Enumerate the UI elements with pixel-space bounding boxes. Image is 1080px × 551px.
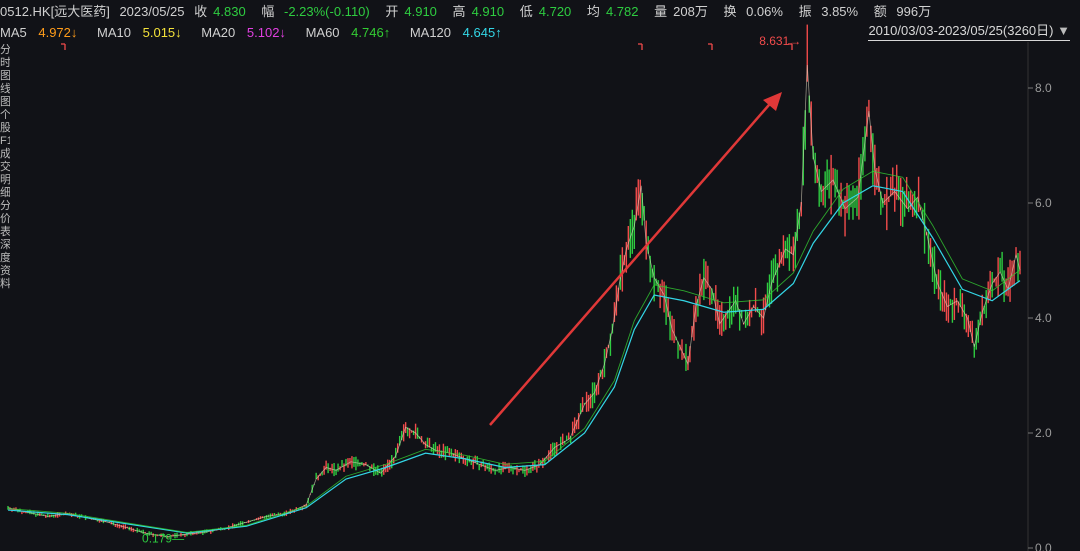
y-tick-label: 6.0	[1035, 196, 1052, 210]
avg-value: 4.782	[605, 4, 639, 19]
quote-date: 2023/05/25	[119, 4, 185, 19]
amplitude-value: 3.85%	[821, 4, 859, 19]
close-value: 4.830	[213, 4, 246, 19]
side-tabs-text: 分时图|K线图|个股F10|成交明细|分价表|深度资料	[0, 44, 10, 290]
ma60-legend: MA60 4.746↑	[305, 25, 391, 40]
ma20-legend: MA20 5.102↓	[201, 25, 286, 40]
turnover-value: 0.06%	[746, 4, 783, 19]
event-flag-icon	[708, 43, 713, 50]
volume-label: 量	[654, 4, 668, 19]
chevron-down-icon: ▼	[1057, 23, 1070, 38]
event-flag-icon	[638, 43, 643, 50]
amplitude-label: 振	[798, 4, 812, 19]
side-tabs[interactable]: 分时图|K线图|个股F10|成交明细|分价表|深度资料	[0, 44, 10, 444]
y-tick-label: 0.0	[1035, 541, 1052, 551]
change-value: -2.23%(-0.110)	[283, 4, 370, 19]
ma10-legend: MA10 5.015↓	[97, 25, 182, 40]
ma5-legend: MA5 4.972↓	[0, 25, 78, 40]
ma-line	[7, 185, 1021, 534]
event-flag-icon	[61, 43, 66, 50]
open-value: 4.910	[404, 4, 437, 19]
volume-value: 208万	[673, 4, 708, 19]
change-label: 幅	[261, 4, 275, 19]
high-label: 高	[452, 4, 466, 19]
y-tick-label: 8.0	[1035, 81, 1052, 95]
turnover-label: 换	[723, 4, 737, 19]
price-line	[7, 64, 1021, 537]
high-value: 4.910	[471, 4, 505, 19]
trend-arrow-shaft	[489, 97, 776, 426]
amount-value: 996万	[896, 4, 932, 19]
close-label: 收	[194, 4, 208, 19]
date-range-selector[interactable]: 2010/03/03-2023/05/25(3260日) ▼	[868, 22, 1070, 41]
moving-average-legend: MA5 4.972↓ MA10 5.015↓ MA20 5.102↓ MA60 …	[0, 24, 518, 42]
quote-info-bar: 0512.HK[远大医药] 2023/05/25 收 4.830 幅 -2.23%…	[0, 0, 1080, 24]
trend-arrow-head	[763, 92, 782, 111]
date-range-label: 2010/03/03-2023/05/25(3260日)	[868, 23, 1054, 38]
event-flag-icon	[788, 43, 793, 50]
max-price-label: 8.631→	[759, 34, 801, 48]
amount-label: 额	[873, 4, 887, 19]
stock-symbol[interactable]: 0512.HK[远大医药]	[0, 4, 110, 19]
y-tick-label: 2.0	[1035, 426, 1052, 440]
y-tick-label: 4.0	[1035, 311, 1052, 325]
min-price-label: 0.179—	[142, 532, 184, 546]
open-label: 开	[385, 4, 399, 19]
ma-line-secondary	[7, 170, 1021, 533]
low-label: 低	[519, 4, 533, 19]
ma120-legend: MA120 4.645↑	[409, 25, 502, 40]
avg-label: 均	[586, 4, 600, 19]
low-value: 4.720	[538, 4, 572, 19]
